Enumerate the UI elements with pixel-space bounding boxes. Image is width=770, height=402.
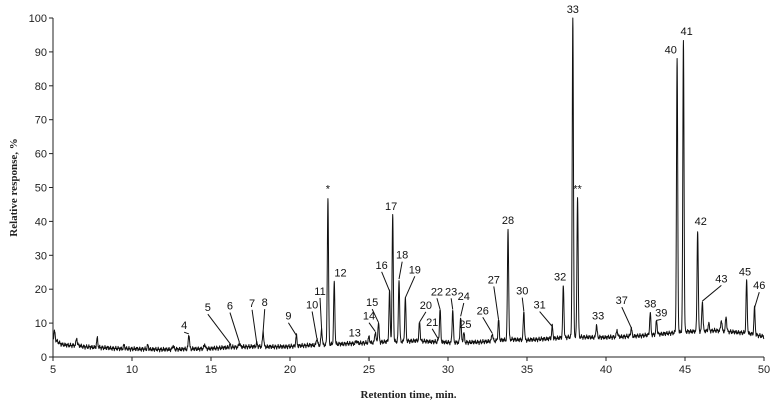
peak-leader-line	[419, 311, 427, 323]
peak-leader-line	[381, 271, 391, 292]
peak-leader-line	[287, 322, 297, 336]
x-axis-ticks: 5 10 15 20 25 30 35 40 45 50	[50, 357, 770, 376]
peak-leader-line	[482, 317, 493, 334]
peak-label: 12	[334, 267, 346, 279]
peak-label: 25	[459, 319, 471, 331]
peak-label: 8	[262, 297, 268, 309]
peak-leader-line	[229, 312, 240, 343]
y-tick-label: 40	[35, 216, 47, 228]
y-tick-label: 20	[35, 284, 47, 296]
peak-leader-line	[262, 309, 266, 332]
peak-label: 4	[181, 320, 187, 332]
peak-leader-line	[183, 331, 190, 335]
peak-label: 15	[366, 297, 378, 309]
x-tick-label: 35	[521, 364, 533, 376]
y-axis-ticks: 0 10 20 30 40 50 60 70 80 90 100	[29, 13, 53, 364]
peak-leader-line	[431, 328, 439, 340]
peak-label: 37	[616, 295, 628, 307]
y-axis-title: Relative response, %	[8, 138, 20, 236]
y-tick-label: 70	[35, 115, 47, 127]
peak-label: 19	[409, 264, 421, 276]
x-tick-label: 15	[205, 364, 217, 376]
peak-label: 13	[349, 328, 361, 340]
peak-label: 7	[249, 298, 255, 310]
peak-leader-line	[404, 276, 416, 298]
peak-label: 39	[655, 307, 667, 319]
peak-leader-line	[311, 311, 318, 339]
peak-label: 9	[285, 311, 291, 323]
peak-leader-line	[368, 322, 376, 332]
x-tick-label: 50	[758, 364, 770, 376]
peak-label: 23	[445, 286, 457, 298]
peak-label: 31	[534, 300, 546, 312]
peak-leader-line	[702, 285, 722, 302]
peak-label: 26	[477, 305, 489, 317]
peak-leader-line	[436, 298, 441, 310]
peak-label: 18	[396, 250, 408, 262]
peak-label: 28	[502, 215, 514, 227]
peak-label: 32	[554, 272, 566, 284]
peak-label: 30	[516, 286, 528, 298]
peak-label: **	[573, 184, 582, 196]
peak-leader-line	[460, 302, 465, 317]
peak-label: 6	[227, 301, 233, 313]
peak-leader-line	[319, 297, 323, 329]
peak-label: 40	[665, 45, 677, 57]
peak-label: 14	[363, 311, 375, 323]
y-tick-label: 80	[35, 81, 47, 93]
y-tick-label: 50	[35, 183, 47, 195]
y-tick-label: 90	[35, 47, 47, 59]
peak-label: 22	[431, 286, 443, 298]
y-tick-label: 10	[35, 318, 47, 330]
x-tick-label: 10	[126, 364, 138, 376]
peak-leader-line	[207, 313, 231, 344]
peak-label: 38	[644, 299, 656, 311]
peak-leader-lines	[183, 261, 760, 344]
peak-leader-line	[371, 308, 379, 323]
peak-label: 43	[715, 273, 727, 285]
peak-leader-line	[621, 306, 632, 329]
peak-leader-line	[754, 292, 760, 308]
x-axis-title: Retention time, min.	[361, 389, 457, 401]
peak-leader-line	[521, 297, 525, 312]
peak-label: 41	[680, 26, 692, 38]
peak-label: 42	[695, 216, 707, 228]
peak-label: 5	[205, 302, 211, 314]
chromatogram-trace	[52, 17, 765, 353]
peak-leader-line	[493, 286, 500, 320]
peak-label: *	[326, 184, 331, 196]
peak-label: 33	[592, 311, 604, 323]
peak-leader-line	[539, 311, 553, 327]
peak-label: 21	[426, 317, 438, 329]
peak-label: 17	[385, 201, 397, 213]
peak-leader-line	[450, 298, 454, 310]
y-tick-label: 0	[41, 352, 47, 364]
peak-label: 11	[314, 286, 325, 298]
peak-label: 33	[567, 4, 579, 16]
x-tick-label: 5	[50, 364, 56, 376]
x-tick-label: 45	[679, 364, 691, 376]
y-tick-label: 60	[35, 149, 47, 161]
peak-label: 20	[420, 300, 432, 312]
peak-label: 46	[753, 280, 765, 292]
x-tick-label: 20	[284, 364, 296, 376]
peak-leader-line	[398, 261, 403, 280]
x-tick-label: 30	[442, 364, 454, 376]
peak-leader-line	[251, 309, 258, 344]
peak-label: 10	[306, 300, 318, 312]
peak-label: 27	[488, 274, 500, 286]
x-tick-label: 40	[600, 364, 612, 376]
x-tick-label: 25	[363, 364, 375, 376]
peak-label: 24	[458, 291, 470, 303]
peak-leader-line	[656, 318, 662, 321]
peak-label: 45	[739, 267, 751, 279]
y-tick-label: 30	[35, 250, 47, 262]
y-tick-label: 100	[29, 13, 47, 25]
peak-label: 16	[376, 260, 388, 272]
